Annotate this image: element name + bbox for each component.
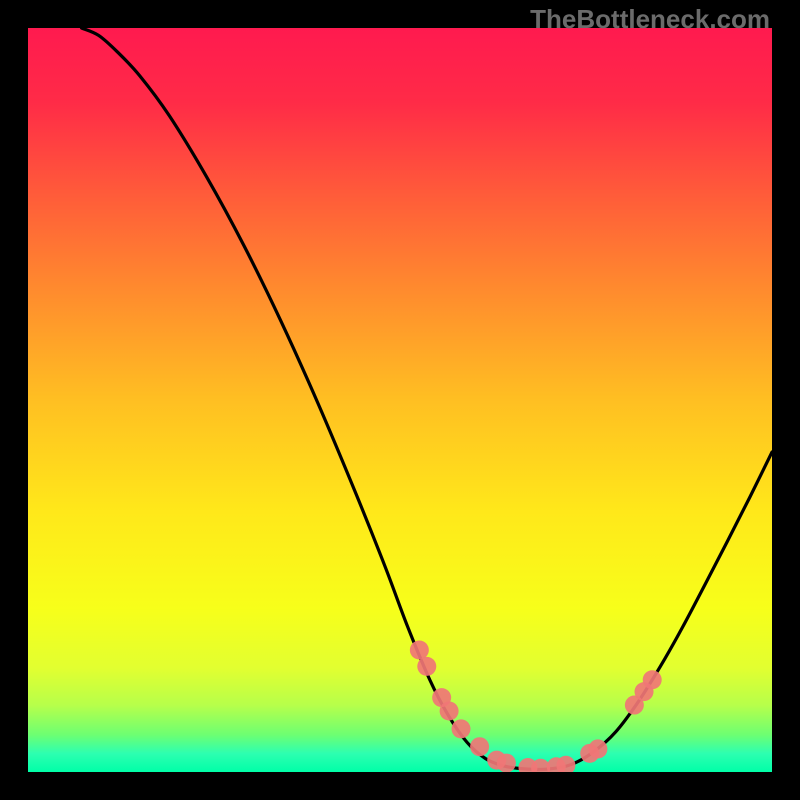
watermark-text: TheBottleneck.com	[530, 4, 770, 35]
marker-group	[410, 640, 662, 772]
marker-point	[497, 754, 516, 772]
chart-stage: TheBottleneck.com	[0, 0, 800, 800]
marker-point	[440, 701, 459, 720]
plot-area	[28, 28, 772, 772]
marker-point	[417, 657, 436, 676]
marker-point	[410, 640, 429, 659]
marker-point	[452, 719, 471, 738]
chart-overlay	[28, 28, 772, 772]
marker-point	[588, 739, 607, 758]
marker-point	[643, 670, 662, 689]
marker-point	[470, 737, 489, 756]
